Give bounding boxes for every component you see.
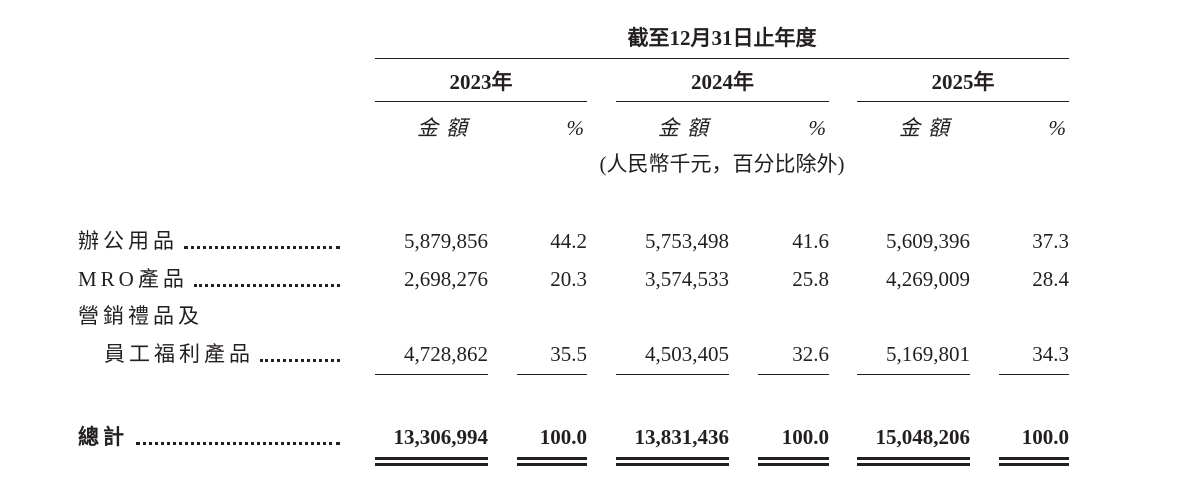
rule [857,374,970,375]
rule [616,101,829,102]
rule [375,374,488,375]
total-label: 總計 [78,425,128,449]
total-cell: 100.0 [781,425,829,449]
double-rule [999,457,1069,460]
double-rule [517,457,587,460]
double-rule [857,463,970,466]
column-label: % [1048,116,1067,140]
cell: 34.3 [1032,341,1069,366]
rule [375,58,1069,59]
double-rule [758,463,829,466]
year-header: 2025年 [931,70,995,94]
cell: 28.4 [1032,266,1069,291]
rule [375,101,587,102]
unit-note: (人民幣千元，百分比除外) [599,152,845,176]
cell: 20.3 [550,266,587,291]
cell: 2,698,276 [404,266,488,291]
rule [758,374,829,375]
rule [517,374,587,375]
total-cell: 100.0 [1021,425,1069,449]
cell: 25.8 [792,266,829,291]
rule [857,101,1069,102]
row-label: 辦公用品 [78,229,178,253]
cell: 4,503,405 [645,341,729,366]
total-cell: 13,306,994 [393,425,489,449]
total-cell: 13,831,436 [634,425,730,449]
cell: 4,728,862 [404,341,488,366]
dot-leader [193,283,340,287]
row-label: 員工福利產品 [104,341,254,366]
column-label: % [808,116,827,140]
dot-leader [136,442,340,445]
cell: 3,574,533 [645,266,729,291]
column-label: 金額 [417,116,475,140]
cell: 41.6 [792,229,829,253]
year-header: 2024年 [691,70,754,94]
cell: 5,169,801 [886,341,970,366]
rule [999,374,1069,375]
dot-leader [184,246,340,249]
double-rule [616,463,729,466]
double-rule [616,457,729,460]
cell: 5,609,396 [886,229,970,253]
cell: 32.6 [792,341,829,366]
row-label: MRO產品 [78,266,188,291]
year-header: 2023年 [449,70,513,94]
cell: 35.5 [550,341,587,366]
total-cell: 15,048,206 [875,425,971,449]
cell: 4,269,009 [886,266,970,291]
double-rule [375,463,488,466]
total-cell: 100.0 [539,425,587,449]
column-label: 金額 [658,116,716,140]
double-rule [857,457,970,460]
double-rule [517,463,587,466]
cell: 5,879,856 [404,229,488,253]
cell: 5,753,498 [645,229,729,253]
period-header: 截至12月31日止年度 [627,26,817,50]
double-rule [999,463,1069,466]
dot-leader [260,358,340,362]
double-rule [758,457,829,460]
cell: 44.2 [550,229,587,253]
rule [616,374,729,375]
row-label: 營銷禮品及 [78,304,203,328]
double-rule [375,457,488,460]
cell: 37.3 [1032,229,1069,253]
column-label: 金額 [899,116,957,140]
column-label: % [566,116,585,140]
